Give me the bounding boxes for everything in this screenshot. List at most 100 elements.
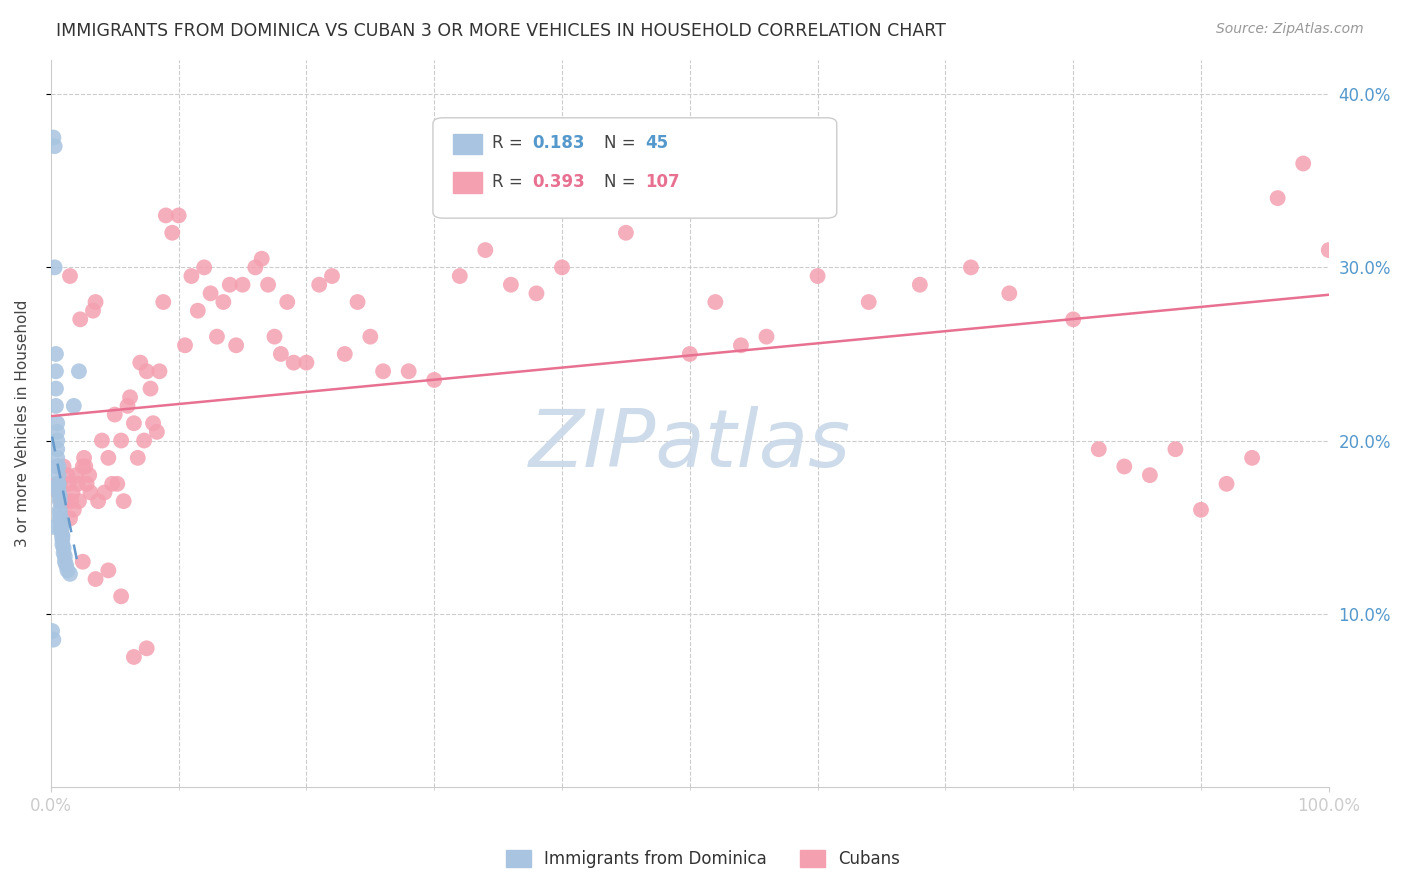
Point xyxy=(359,329,381,343)
Point xyxy=(120,390,142,404)
Point xyxy=(49,494,72,508)
Text: ZIPatlas: ZIPatlas xyxy=(529,406,851,484)
Point xyxy=(51,533,73,547)
Point xyxy=(84,572,107,586)
Point xyxy=(474,243,496,257)
Point xyxy=(48,459,70,474)
Point xyxy=(49,520,72,534)
Point xyxy=(398,364,420,378)
Point xyxy=(155,209,177,223)
Point xyxy=(49,476,72,491)
Text: 0.183: 0.183 xyxy=(533,134,585,153)
Point xyxy=(526,286,548,301)
Point xyxy=(193,260,215,275)
Point xyxy=(152,295,174,310)
Text: Source: ZipAtlas.com: Source: ZipAtlas.com xyxy=(1216,22,1364,37)
Point xyxy=(49,524,72,538)
Point xyxy=(1164,442,1187,457)
Point xyxy=(52,546,75,560)
Point xyxy=(142,416,165,430)
Text: N =: N = xyxy=(605,173,641,191)
Point xyxy=(51,529,73,543)
Point xyxy=(49,494,72,508)
Point xyxy=(105,476,128,491)
Point xyxy=(72,459,94,474)
Bar xyxy=(453,134,481,154)
Point xyxy=(1292,156,1315,170)
Point xyxy=(45,347,67,361)
Point xyxy=(858,295,880,310)
Point xyxy=(59,268,82,283)
Point xyxy=(270,347,292,361)
Point xyxy=(122,650,145,665)
Point xyxy=(333,347,356,361)
Point xyxy=(49,489,72,503)
Point xyxy=(135,364,157,378)
Point xyxy=(1087,442,1109,457)
Point xyxy=(53,555,76,569)
Point xyxy=(187,303,209,318)
Point xyxy=(295,356,318,370)
Point xyxy=(117,399,139,413)
Point xyxy=(1114,459,1136,474)
Point xyxy=(51,529,73,543)
Point xyxy=(250,252,273,266)
Point xyxy=(66,476,89,491)
Point xyxy=(55,558,77,573)
Point xyxy=(48,468,70,483)
Point xyxy=(58,476,80,491)
Point xyxy=(60,494,83,508)
Point xyxy=(704,295,727,310)
Point xyxy=(56,563,79,577)
Point xyxy=(148,364,170,378)
Point xyxy=(200,286,222,301)
Point xyxy=(67,494,90,508)
Legend: Immigrants from Dominica, Cubans: Immigrants from Dominica, Cubans xyxy=(499,843,907,875)
Point xyxy=(129,356,152,370)
Point xyxy=(59,566,82,581)
Point xyxy=(45,364,67,378)
Point xyxy=(1215,476,1237,491)
Point xyxy=(67,364,90,378)
Point xyxy=(1062,312,1084,326)
Point xyxy=(45,382,67,396)
Point xyxy=(110,590,132,604)
Point xyxy=(46,476,69,491)
Point xyxy=(257,277,280,292)
Point xyxy=(1241,450,1264,465)
Point xyxy=(122,416,145,430)
Point xyxy=(276,295,298,310)
Point xyxy=(48,476,70,491)
Point xyxy=(79,485,101,500)
Point xyxy=(139,382,162,396)
Point xyxy=(371,364,394,378)
Point xyxy=(1267,191,1289,205)
Point xyxy=(167,209,190,223)
Point xyxy=(42,632,65,647)
Point xyxy=(48,485,70,500)
Point xyxy=(423,373,446,387)
Text: N =: N = xyxy=(605,134,641,153)
Point xyxy=(449,268,471,283)
Point xyxy=(63,503,86,517)
Point xyxy=(46,425,69,439)
Point xyxy=(134,434,156,448)
Point xyxy=(93,485,115,500)
Point xyxy=(231,277,253,292)
Point xyxy=(62,485,84,500)
Point xyxy=(48,482,70,496)
Point xyxy=(174,338,197,352)
Point xyxy=(56,468,79,483)
Point xyxy=(180,268,202,283)
Point xyxy=(49,503,72,517)
Point xyxy=(308,277,330,292)
Point xyxy=(998,286,1021,301)
Point xyxy=(41,624,63,638)
Text: 107: 107 xyxy=(645,173,679,191)
Point xyxy=(46,450,69,465)
Point xyxy=(225,338,247,352)
Point xyxy=(346,295,368,310)
Point xyxy=(87,494,110,508)
Point xyxy=(499,277,522,292)
Text: R =: R = xyxy=(492,173,527,191)
